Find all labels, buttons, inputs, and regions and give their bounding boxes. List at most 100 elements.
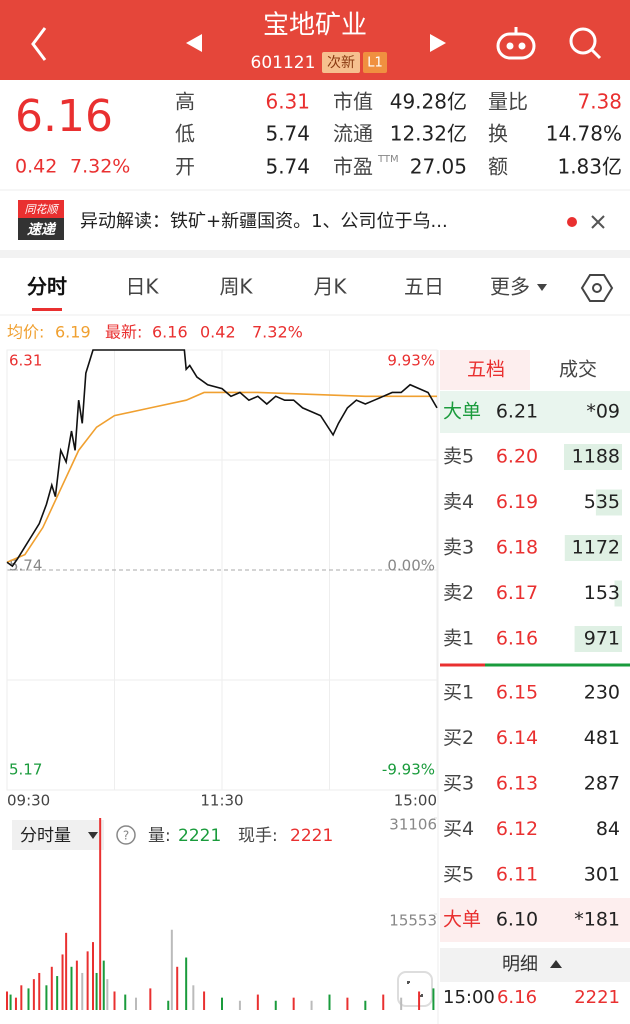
book-label: 大单 xyxy=(443,909,481,931)
badge-text: 同花顺 xyxy=(25,203,60,216)
ask-depth-bar xyxy=(564,444,622,470)
tab[interactable]: 日K xyxy=(125,275,159,299)
tag-bg xyxy=(363,52,387,73)
change-pct: 7.32% xyxy=(252,323,303,342)
volume-bar xyxy=(27,988,30,1010)
stat-label: 高 xyxy=(175,90,195,114)
volume-bar xyxy=(364,1000,367,1010)
book-volume: *09 xyxy=(586,401,620,423)
detail[interactable]: 明细 xyxy=(502,954,538,975)
book-label: 卖3 xyxy=(443,537,474,559)
volume-bar xyxy=(149,988,152,1010)
volume-bar xyxy=(418,991,421,1010)
hand-label: 现手: xyxy=(238,826,278,846)
book-volume: *181 xyxy=(574,909,620,931)
stat-label: 低 xyxy=(175,122,195,146)
unread-dot xyxy=(567,217,577,227)
stock-code: 601121 xyxy=(251,53,316,73)
book-label: 买2 xyxy=(443,727,474,749)
volume-bar xyxy=(113,991,116,1010)
volume-bar xyxy=(382,994,385,1010)
ask-depth-bar xyxy=(564,535,622,561)
volume-bar xyxy=(310,1000,313,1010)
volume-bar xyxy=(95,972,98,1010)
book-volume: 287 xyxy=(584,773,620,795)
expand-icon[interactable] xyxy=(397,971,433,1007)
volume-bar xyxy=(99,818,102,1010)
book-volume: 1172 xyxy=(572,537,620,559)
x-tick-label: 15:00 xyxy=(394,792,437,810)
change-pct: 7.32% xyxy=(70,156,130,178)
ask-depth-bar xyxy=(574,626,622,652)
robot-icon[interactable] xyxy=(496,27,536,60)
selector-arrow xyxy=(88,832,98,839)
y2-tick-label: 0.00% xyxy=(387,557,435,575)
vol-label: 量: xyxy=(148,826,171,846)
volume-bar xyxy=(32,979,35,1010)
title: 宝地矿业 xyxy=(263,11,367,41)
tab[interactable]: 周K xyxy=(219,275,253,299)
stat-label: 市盈 xyxy=(333,155,373,179)
x-tick-label: 09:30 xyxy=(7,792,50,810)
next-stock[interactable] xyxy=(430,34,446,52)
volume-bar xyxy=(292,997,295,1010)
big-order-bg xyxy=(440,898,630,942)
book-volume: 971 xyxy=(584,628,620,650)
stat-label: 量比 xyxy=(488,90,528,114)
stat-value: 12.32亿 xyxy=(390,122,467,146)
volume-bar xyxy=(124,994,127,1010)
badge-text: 速递 xyxy=(27,221,57,238)
stat-label: 开 xyxy=(175,155,195,179)
volume-bar xyxy=(45,985,48,1010)
volume-bar xyxy=(256,994,259,1010)
book-tab[interactable]: 成交 xyxy=(559,359,597,381)
book-label: 买5 xyxy=(443,864,474,886)
avg-value: 6.19 xyxy=(55,323,91,342)
trade-volume: 2221 xyxy=(574,987,620,1008)
x-tick-label: 11:30 xyxy=(200,792,243,810)
news-text: 异动解读：铁矿+新疆国资。1、公司位于乌... xyxy=(80,211,448,232)
tab[interactable]: 五日 xyxy=(404,275,444,299)
volume-bar xyxy=(61,954,64,1010)
tab[interactable]: 更多 xyxy=(490,275,530,299)
stat-sup: TTM xyxy=(377,154,399,165)
tag: 次新 xyxy=(327,55,355,71)
volume-bar xyxy=(167,1000,170,1010)
volume-bar xyxy=(176,966,179,1010)
vol-tick-label: 31106 xyxy=(389,816,437,834)
close-news[interactable] xyxy=(591,215,605,229)
detail-arrow[interactable] xyxy=(550,960,562,968)
volume-bar xyxy=(432,988,435,1010)
selector: 分时量 xyxy=(20,826,71,846)
last-price: 6.16 xyxy=(15,91,113,142)
book-tab[interactable]: 五档 xyxy=(467,359,505,381)
avg-line xyxy=(6,391,437,564)
big-order-bg xyxy=(440,391,630,433)
stat-value: 27.05 xyxy=(410,155,467,179)
header-bar xyxy=(0,0,630,80)
back-button[interactable] xyxy=(31,27,47,61)
volume-bar xyxy=(50,966,53,1010)
y-tick-label: 5.74 xyxy=(9,557,42,575)
search-icon[interactable] xyxy=(569,27,602,60)
book-price: 6.18 xyxy=(496,537,538,559)
prev-stock[interactable] xyxy=(186,34,202,52)
volume-bar xyxy=(106,979,109,1010)
book-price: 6.16 xyxy=(496,628,538,650)
book-volume: 481 xyxy=(584,727,620,749)
trade-price: 6.16 xyxy=(497,987,537,1008)
vol-value: 2221 xyxy=(178,826,221,846)
book-price: 6.11 xyxy=(496,864,538,886)
book-price: 6.10 xyxy=(496,909,538,931)
section-gap xyxy=(0,250,630,258)
settings-icon[interactable] xyxy=(580,274,614,302)
stat-value: 7.38 xyxy=(577,90,622,114)
help-icon[interactable] xyxy=(116,825,136,845)
tab[interactable]: 分时 xyxy=(27,275,67,299)
selector-bg[interactable] xyxy=(12,820,104,850)
volume-bar xyxy=(238,1000,241,1010)
stat-value: 5.74 xyxy=(265,155,310,179)
book-volume: 153 xyxy=(584,582,620,604)
tab[interactable]: 月K xyxy=(313,275,347,299)
trade-time: 15:00 xyxy=(443,987,495,1008)
